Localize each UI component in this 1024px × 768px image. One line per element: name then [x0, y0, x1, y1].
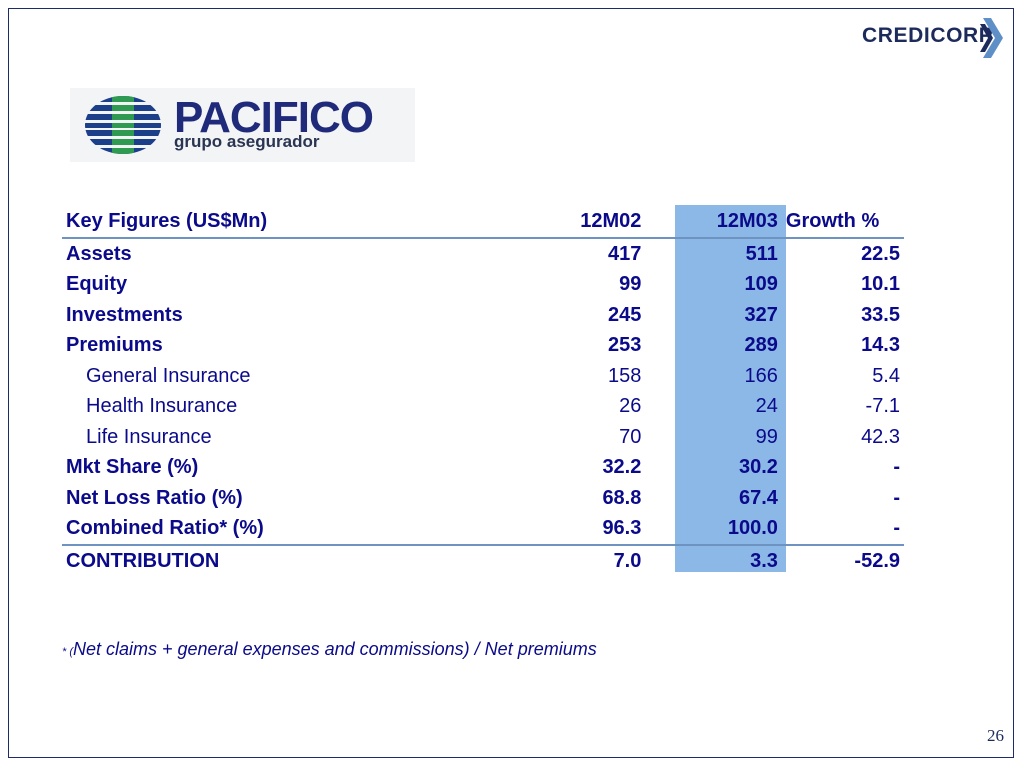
- value-12m02: 7.0: [523, 543, 646, 576]
- slide-frame: [8, 8, 1014, 758]
- value-growth: -: [893, 486, 900, 509]
- footnote-text: Net claims + general expenses and commis…: [73, 639, 597, 659]
- header-growth: Growth %: [781, 206, 904, 239]
- value-growth: 42.3: [861, 425, 900, 448]
- table-row: Premiums 253 289 14.3: [62, 330, 904, 361]
- row-label: Equity: [66, 273, 128, 296]
- row-label: Combined Ratio* (%): [66, 517, 264, 540]
- page-number: 26: [987, 726, 1004, 745]
- value-12m03: 67.4: [738, 486, 778, 509]
- credicorp-wordmark: CREDICORP: [862, 24, 994, 47]
- row-label: Net Loss Ratio (%): [66, 486, 243, 509]
- value-12m03: 289: [744, 334, 778, 357]
- pacifico-tagline: grupo asegurador: [174, 132, 320, 151]
- header-12m02: 12M02: [523, 206, 646, 239]
- value-12m02: 96.3: [602, 517, 642, 540]
- row-label: Assets: [66, 242, 132, 265]
- footnote: * (Net claims + general expenses and com…: [62, 639, 597, 660]
- footnote-marker: * (: [62, 646, 73, 658]
- table-header-row: Key Figures (US$Mn) 12M02 12M03 Growth %: [62, 206, 904, 239]
- table-row: Assets 417 511 22.5: [62, 238, 904, 270]
- value-growth: -: [893, 456, 900, 479]
- value-12m02: 417: [608, 242, 642, 265]
- table-row: Health Insurance 26 24 -7.1: [62, 391, 904, 422]
- row-label: CONTRIBUTION: [62, 543, 524, 576]
- value-12m03: 3.3: [645, 543, 782, 576]
- pacifico-logo: PACIFICO grupo asegurador: [70, 88, 415, 162]
- table-row: Investments 245 327 33.5: [62, 300, 904, 331]
- value-growth: -: [893, 517, 900, 540]
- value-12m03: 327: [744, 303, 778, 326]
- globe-icon: [85, 96, 161, 154]
- value-12m03: 30.2: [738, 456, 778, 479]
- table-row: Life Insurance 70 99 42.3: [62, 422, 904, 453]
- value-12m03: 166: [744, 364, 778, 387]
- row-label: Investments: [66, 303, 183, 326]
- value-12m03: 100.0: [727, 517, 778, 540]
- value-growth: 33.5: [861, 303, 900, 326]
- header-12m03: 12M03: [645, 206, 782, 239]
- table-row: Combined Ratio* (%) 96.3 100.0 -: [62, 513, 904, 545]
- value-growth: -7.1: [865, 395, 900, 418]
- value-12m03: 99: [755, 425, 778, 448]
- table-row: Mkt Share (%) 32.2 30.2 -: [62, 452, 904, 483]
- value-12m02: 253: [608, 334, 642, 357]
- value-growth: 5.4: [872, 364, 900, 387]
- value-growth: -52.9: [781, 543, 904, 576]
- value-12m03: 109: [744, 273, 778, 296]
- row-label: General Insurance: [86, 364, 251, 387]
- value-12m02: 68.8: [602, 486, 642, 509]
- value-12m02: 32.2: [602, 456, 642, 479]
- value-12m02: 99: [619, 273, 642, 296]
- value-12m02: 158: [608, 364, 642, 387]
- value-growth: 22.5: [861, 242, 900, 265]
- value-12m02: 26: [619, 395, 642, 418]
- value-12m03: 511: [745, 242, 778, 265]
- value-12m02: 245: [608, 303, 642, 326]
- row-label: Premiums: [66, 334, 163, 357]
- credicorp-logo: CREDICORP: [862, 18, 1012, 58]
- chevron-logo-icon: [980, 18, 1003, 58]
- table-row: General Insurance 158 166 5.4: [62, 361, 904, 392]
- value-growth: 10.1: [861, 273, 900, 296]
- highlight-column: [675, 205, 786, 572]
- value-growth: 14.3: [861, 334, 900, 357]
- key-figures-table: Key Figures (US$Mn) 12M02 12M03 Growth %…: [62, 206, 904, 576]
- value-12m02: 70: [619, 425, 642, 448]
- table-row: Net Loss Ratio (%) 68.8 67.4 -: [62, 483, 904, 514]
- table-row: Equity 99 109 10.1: [62, 269, 904, 300]
- pacifico-wordmark: PACIFICO: [174, 93, 374, 142]
- value-12m03: 24: [755, 395, 778, 418]
- header-key-figures: Key Figures (US$Mn): [62, 206, 524, 239]
- row-label: Life Insurance: [86, 425, 212, 448]
- table-row-total: CONTRIBUTION 7.0 3.3 -52.9: [62, 543, 904, 576]
- row-label: Mkt Share (%): [66, 456, 199, 479]
- row-label: Health Insurance: [86, 395, 238, 418]
